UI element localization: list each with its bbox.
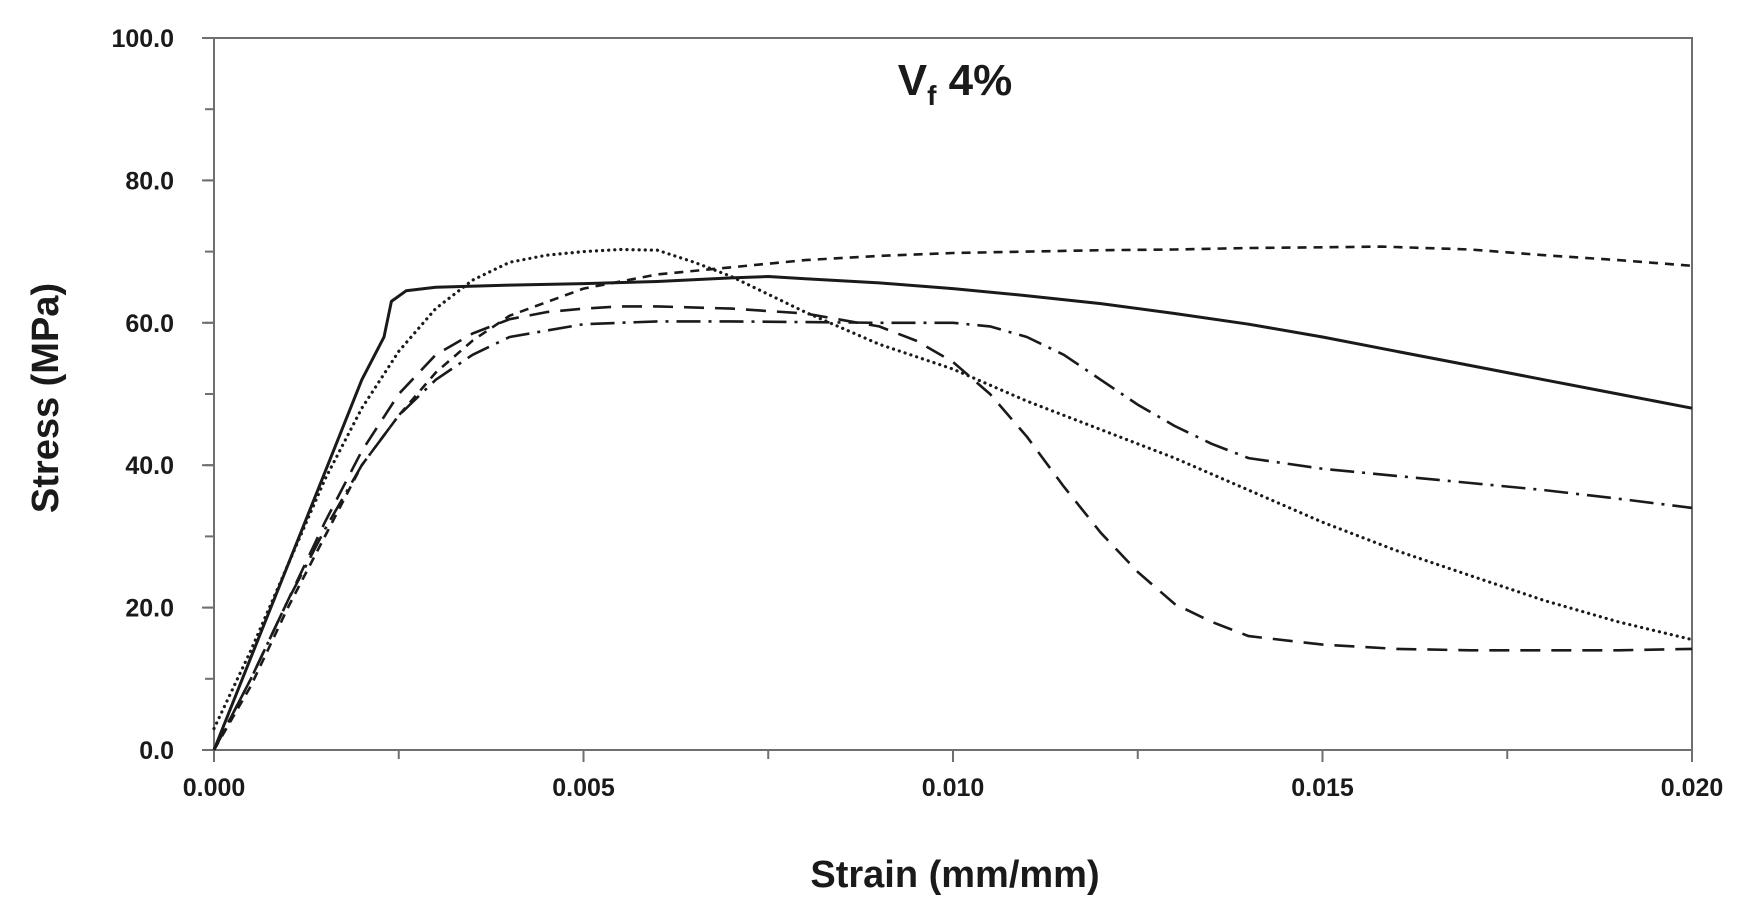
y-tick-label: 100.0 (111, 25, 174, 53)
x-tick-label: 0.010 (922, 774, 985, 802)
axes: 0.000 0.005 0.010 0.015 0.020 0.0 20.0 40.0 60.0… (111, 25, 1723, 802)
y-tick-label: 40.0 (125, 452, 174, 480)
chart-title: Vf 4% (898, 56, 1013, 111)
y-tick-label: 60.0 (125, 310, 174, 338)
chart-title-subscript: f (927, 80, 937, 111)
y-axis-title: Stress (MPa) (25, 283, 67, 513)
y-tick-label: 20.0 (125, 595, 174, 623)
series-line-solid (212, 275, 1693, 751)
chart-title-rest: 4% (936, 56, 1012, 105)
x-tick-label: 0.005 (552, 774, 615, 802)
chart-title-main: V (898, 56, 928, 105)
y-tick-label: 0.0 (139, 737, 174, 765)
x-tick-label: 0.015 (1291, 774, 1354, 802)
series-layer (212, 245, 1694, 751)
series-line-long-dash (212, 305, 1693, 751)
x-tick-label: 0.020 (1661, 774, 1724, 802)
y-tick-label: 80.0 (125, 167, 174, 195)
x-tick-label: 0.000 (183, 774, 246, 802)
x-axis-title: Strain (mm/mm) (810, 854, 1099, 896)
series-line-dash-dot (212, 320, 1693, 751)
